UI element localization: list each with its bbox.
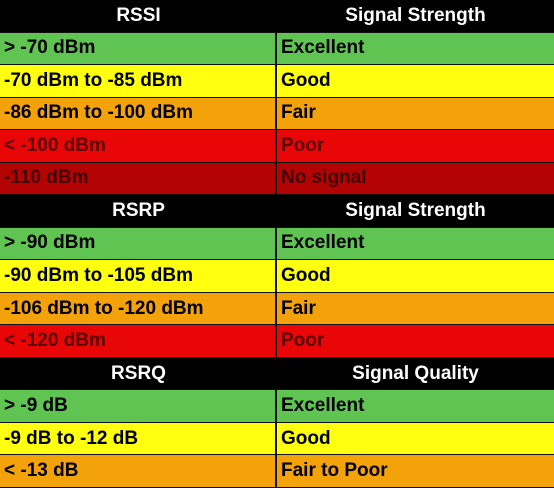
range-cell: < -120 dBm	[0, 325, 277, 357]
data-row: > -90 dBm Excellent	[0, 227, 554, 261]
rating-cell: Fair	[277, 97, 554, 130]
range-cell: -110 dBm	[0, 162, 277, 195]
rating-cell: Fair	[277, 292, 554, 325]
rating-cell: Good	[277, 422, 554, 455]
data-row: -70 dBm to -85 dBm Good	[0, 65, 554, 98]
range-cell: > -70 dBm	[0, 32, 277, 65]
rating-cell: Fair to Poor	[277, 455, 554, 487]
data-row: < -13 dB Fair to Poor	[0, 455, 554, 488]
header-row: RSSI Signal Strength	[0, 0, 554, 33]
rating-cell: No signal	[277, 162, 554, 195]
range-cell: -86 dBm to -100 dBm	[0, 97, 277, 130]
data-row: -9 dB to -12 dB Good	[0, 422, 554, 456]
header-row: RSRP Signal Strength	[0, 195, 554, 228]
range-cell: > -9 dB	[0, 390, 277, 422]
range-cell: < -13 dB	[0, 455, 277, 487]
range-cell: -9 dB to -12 dB	[0, 422, 277, 455]
range-cell: -106 dBm to -120 dBm	[0, 292, 277, 325]
data-row: -86 dBm to -100 dBm Fair	[0, 97, 554, 131]
data-row: -90 dBm to -105 dBm Good	[0, 260, 554, 293]
header-cell: Signal Quality	[277, 357, 554, 390]
rating-cell: Good	[277, 65, 554, 97]
header-cell: RSRP	[0, 195, 277, 227]
header-cell: Signal Strength	[277, 0, 554, 32]
data-row: < -100 dBm Poor	[0, 130, 554, 163]
data-row: > -70 dBm Excellent	[0, 32, 554, 66]
rating-cell: Excellent	[277, 390, 554, 422]
range-cell: -90 dBm to -105 dBm	[0, 260, 277, 292]
range-cell: < -100 dBm	[0, 130, 277, 162]
range-cell: > -90 dBm	[0, 227, 277, 260]
rating-cell: Poor	[277, 325, 554, 357]
data-row: -106 dBm to -120 dBm Fair	[0, 292, 554, 326]
header-row: RSRQ Signal Quality	[0, 357, 554, 391]
header-cell: RSRQ	[0, 357, 277, 390]
data-row: > -9 dB Excellent	[0, 390, 554, 423]
rating-cell: Poor	[277, 130, 554, 162]
data-row: < -120 dBm Poor	[0, 325, 554, 358]
rating-cell: Excellent	[277, 32, 554, 65]
header-cell: Signal Strength	[277, 195, 554, 227]
rating-cell: Excellent	[277, 227, 554, 260]
range-cell: -70 dBm to -85 dBm	[0, 65, 277, 97]
data-row: -110 dBm No signal	[0, 162, 554, 196]
header-cell: RSSI	[0, 0, 277, 32]
rating-cell: Good	[277, 260, 554, 292]
